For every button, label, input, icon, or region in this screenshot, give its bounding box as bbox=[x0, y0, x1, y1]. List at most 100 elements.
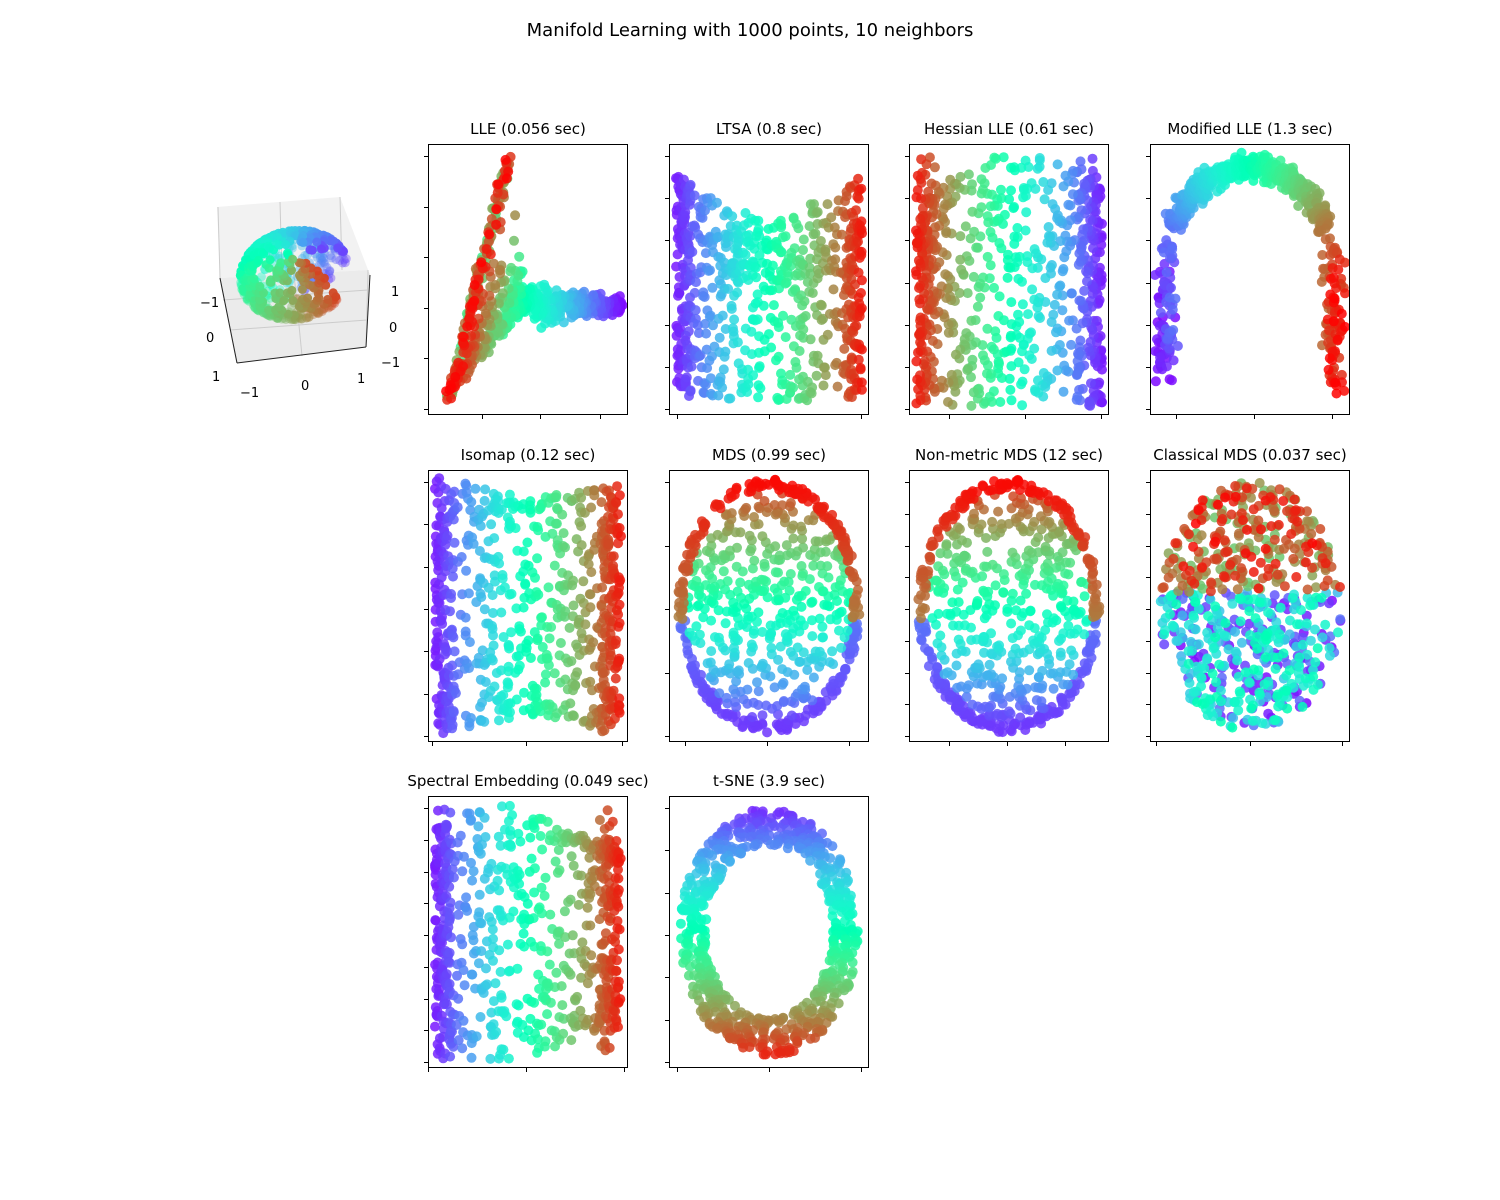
y-tick bbox=[905, 198, 909, 200]
z-tick-label: −1 bbox=[381, 356, 401, 371]
axes-classical-mds bbox=[1150, 470, 1350, 742]
x-tick-label: 1 bbox=[212, 370, 221, 385]
z-tick-label: 0 bbox=[389, 321, 398, 336]
y-tick bbox=[665, 977, 669, 979]
y-tick bbox=[424, 1030, 428, 1032]
axes-modified-lle bbox=[1150, 144, 1350, 415]
x-tick bbox=[526, 742, 527, 746]
x-tick bbox=[1250, 742, 1251, 746]
y-tick bbox=[905, 366, 909, 368]
z-tick-label: 1 bbox=[391, 285, 400, 300]
y-tick bbox=[665, 198, 669, 200]
x-tick bbox=[622, 742, 623, 746]
axes-title: Modified LLE (1.3 sec) bbox=[1167, 120, 1333, 138]
x-tick bbox=[526, 1068, 527, 1072]
y-tick bbox=[424, 693, 428, 695]
x-tick bbox=[1065, 742, 1066, 746]
y-tick bbox=[1146, 704, 1150, 706]
axes-title: t-SNE (3.9 sec) bbox=[713, 772, 825, 790]
x-tick bbox=[769, 415, 770, 419]
scatter-points bbox=[673, 474, 865, 738]
y-tick bbox=[1146, 513, 1150, 515]
x-tick bbox=[1156, 742, 1157, 746]
y-tick bbox=[424, 935, 428, 936]
x-tick bbox=[432, 742, 433, 746]
y-tick bbox=[424, 566, 428, 568]
y-tick bbox=[665, 935, 669, 936]
figure-suptitle: Manifold Learning with 1000 points, 10 n… bbox=[526, 20, 974, 41]
scatter-points bbox=[430, 473, 626, 739]
y-tick bbox=[665, 409, 669, 410]
y-tick bbox=[1146, 736, 1150, 737]
y-tick bbox=[665, 366, 669, 368]
y-tick bbox=[665, 850, 669, 852]
y-tick-label: −1 bbox=[240, 386, 260, 401]
y-tick bbox=[665, 156, 669, 157]
y-tick bbox=[424, 808, 428, 809]
y-tick bbox=[424, 307, 428, 309]
y-tick bbox=[665, 892, 669, 894]
y-tick bbox=[905, 282, 909, 284]
y-tick bbox=[905, 240, 909, 242]
axes-title: LLE (0.056 sec) bbox=[470, 120, 586, 138]
x-tick-label: −1 bbox=[200, 296, 220, 311]
x-tick-label: 0 bbox=[206, 331, 215, 346]
y-tick bbox=[424, 206, 428, 208]
scatter-points bbox=[913, 475, 1105, 738]
x-tick bbox=[1007, 742, 1008, 746]
y-tick bbox=[905, 577, 909, 579]
y-tick bbox=[665, 808, 669, 809]
y-tick bbox=[905, 609, 909, 610]
scatter-points bbox=[1155, 478, 1346, 733]
x-tick bbox=[1332, 415, 1333, 419]
y-tick bbox=[424, 651, 428, 653]
y-tick bbox=[665, 482, 669, 483]
x-tick bbox=[861, 415, 862, 419]
y-tick bbox=[665, 1019, 669, 1021]
x-tick bbox=[769, 1068, 770, 1072]
y-tick bbox=[1146, 366, 1150, 368]
x-tick bbox=[677, 415, 678, 419]
y-tick bbox=[905, 324, 909, 326]
scatter-3d-plot bbox=[217, 196, 371, 364]
y-tick bbox=[905, 545, 909, 547]
y-tick bbox=[905, 513, 909, 515]
y-tick bbox=[1146, 198, 1150, 200]
y-tick bbox=[1146, 640, 1150, 642]
y-tick bbox=[424, 358, 428, 360]
x-tick bbox=[949, 415, 950, 419]
x-tick bbox=[1254, 415, 1255, 419]
y-tick-label: 0 bbox=[301, 379, 310, 394]
y-tick bbox=[424, 903, 428, 905]
y-tick bbox=[1146, 282, 1150, 284]
x-tick bbox=[1176, 415, 1177, 419]
y-tick bbox=[424, 156, 428, 157]
x-tick bbox=[685, 742, 686, 746]
scatter-points bbox=[675, 805, 863, 1060]
x-tick bbox=[624, 1068, 625, 1072]
axes-title: Isomap (0.12 sec) bbox=[460, 446, 596, 464]
x-tick bbox=[861, 1068, 862, 1072]
y-tick bbox=[424, 609, 428, 610]
axes-title: Hessian LLE (0.61 sec) bbox=[924, 120, 1094, 138]
x-tick bbox=[677, 1068, 678, 1072]
y-tick bbox=[1146, 482, 1150, 483]
scatter-points bbox=[911, 152, 1107, 411]
y-tick bbox=[665, 1062, 669, 1063]
y-tick bbox=[665, 282, 669, 284]
scatter-points bbox=[671, 171, 867, 406]
axes-t-sne bbox=[669, 796, 869, 1068]
axes-mds bbox=[669, 470, 869, 742]
y-tick bbox=[665, 672, 669, 674]
axes-isomap bbox=[428, 470, 628, 742]
y-tick bbox=[1146, 577, 1150, 579]
axes-title: Spectral Embedding (0.049 sec) bbox=[407, 772, 649, 790]
axes-hessian-lle bbox=[909, 144, 1109, 415]
y-tick bbox=[1146, 324, 1150, 326]
y-tick-label: 1 bbox=[357, 372, 366, 387]
axes-3d-swiss-sphere: −1 0 1 −1 0 1 1 0 −1 bbox=[190, 180, 410, 410]
y-tick bbox=[424, 839, 428, 841]
x-tick bbox=[1101, 415, 1102, 419]
y-tick bbox=[424, 966, 428, 968]
y-tick bbox=[424, 524, 428, 526]
